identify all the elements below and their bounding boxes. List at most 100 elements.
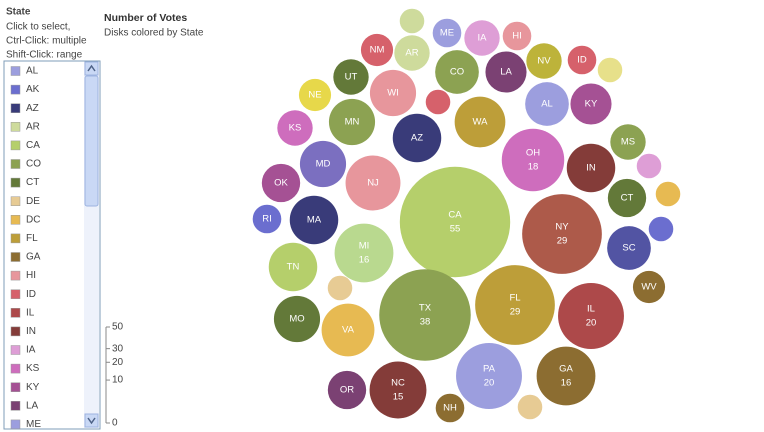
bubble[interactable] [464, 20, 500, 56]
bubble[interactable] [399, 8, 425, 34]
bubble-label: OR [340, 385, 354, 396]
list-item[interactable]: KY [10, 382, 40, 393]
list-label: DC [26, 214, 40, 225]
swatch [10, 401, 21, 411]
bubble-label: OH [526, 148, 540, 159]
list-label: AZ [26, 103, 39, 114]
bubble[interactable] [261, 163, 301, 203]
list-item[interactable]: ID [10, 289, 36, 300]
bubble[interactable] [298, 78, 332, 112]
bubble[interactable] [399, 166, 511, 278]
bubble[interactable] [345, 155, 401, 211]
filter-instruction: Click to select, [6, 22, 70, 33]
bubble[interactable] [566, 143, 616, 193]
bubble[interactable] [268, 242, 318, 292]
list-label: AK [26, 84, 40, 95]
bubble[interactable] [536, 346, 596, 406]
bubble[interactable] [610, 124, 646, 160]
bubble[interactable] [369, 69, 417, 117]
list-item[interactable]: CT [10, 177, 39, 188]
bubble[interactable] [526, 43, 562, 79]
bubble[interactable] [327, 275, 353, 301]
bubble[interactable] [485, 51, 527, 93]
bubble-label: NE [308, 90, 321, 101]
list-item[interactable]: AL [10, 66, 39, 77]
bubble[interactable] [435, 50, 479, 94]
bubble[interactable] [636, 153, 662, 179]
chart-title: Number of Votes [104, 12, 187, 24]
bubble[interactable] [333, 59, 369, 95]
bubble[interactable] [360, 33, 394, 67]
bubble[interactable] [334, 223, 394, 283]
bubble-label: OK [274, 178, 288, 189]
list-item[interactable]: AR [10, 121, 40, 132]
bubble-label: LA [500, 67, 512, 78]
size-tick-label: 30 [112, 343, 124, 354]
list-item[interactable]: KS [10, 363, 40, 374]
bubble[interactable] [369, 361, 427, 419]
bubble[interactable] [567, 45, 597, 75]
bubble-label: NC [391, 378, 405, 389]
bubble[interactable] [607, 178, 647, 218]
bubble[interactable] [475, 265, 555, 345]
bubble[interactable] [277, 110, 313, 146]
bubble[interactable] [252, 204, 282, 234]
swatch [10, 122, 21, 132]
bubble-label: CT [621, 193, 634, 204]
bubble[interactable] [501, 128, 565, 192]
bubble[interactable] [289, 195, 339, 245]
swatch [10, 270, 21, 281]
bubble[interactable] [517, 394, 543, 420]
list-item[interactable]: LA [10, 400, 39, 411]
bubble[interactable] [327, 370, 367, 410]
list-item[interactable]: IN [10, 326, 36, 337]
list-item[interactable]: DE [10, 196, 40, 207]
bubble[interactable] [597, 57, 623, 83]
bubble[interactable] [502, 21, 532, 51]
bubble[interactable] [632, 270, 666, 304]
list-item[interactable]: FL [10, 233, 38, 244]
bubble[interactable] [522, 194, 602, 274]
list-item[interactable]: IL [10, 307, 35, 318]
bubble[interactable] [273, 295, 321, 343]
list-item[interactable]: CA [10, 140, 40, 151]
bubble[interactable] [456, 343, 522, 409]
bubble[interactable] [558, 283, 624, 349]
bubble[interactable] [655, 181, 681, 207]
bubble[interactable] [525, 82, 569, 126]
list-label: DE [26, 196, 40, 207]
swatch [10, 308, 21, 318]
bubble[interactable] [394, 35, 430, 71]
list-item[interactable]: DC [10, 214, 40, 225]
bubble[interactable] [379, 269, 471, 361]
bubble-label: AZ [411, 133, 423, 144]
list-items: AL AK AZ AR CA CO CT DE DC FL GA HI ID IL IN IA KS KY LA ME [10, 66, 41, 430]
bubble[interactable] [454, 96, 506, 148]
bubble[interactable] [299, 140, 347, 188]
list-item[interactable]: GA [10, 252, 41, 263]
bubble[interactable] [425, 89, 451, 115]
scroll-down[interactable] [84, 413, 99, 428]
bubble[interactable] [328, 98, 376, 146]
bubble[interactable] [607, 226, 651, 270]
bubble[interactable] [435, 393, 465, 423]
bubble-label: IN [586, 163, 596, 174]
scroll-thumb[interactable] [84, 75, 99, 207]
bubble[interactable] [392, 113, 442, 163]
scroll-up[interactable] [84, 61, 99, 76]
bubble[interactable] [570, 83, 612, 125]
list-item[interactable]: CO [10, 159, 41, 170]
list-item[interactable]: AK [10, 84, 40, 95]
bubble[interactable] [648, 216, 674, 242]
list-item[interactable]: HI [10, 270, 36, 281]
bubble-label: IA [478, 33, 488, 44]
list-item[interactable]: ME [10, 419, 41, 430]
list-label: FL [26, 233, 38, 244]
list-item[interactable]: IA [10, 345, 36, 356]
bubble[interactable] [321, 303, 375, 357]
list-item[interactable]: AZ [10, 103, 39, 114]
bubble-label: NJ [367, 178, 379, 189]
bubble[interactable] [432, 18, 462, 48]
swatch [10, 345, 21, 355]
